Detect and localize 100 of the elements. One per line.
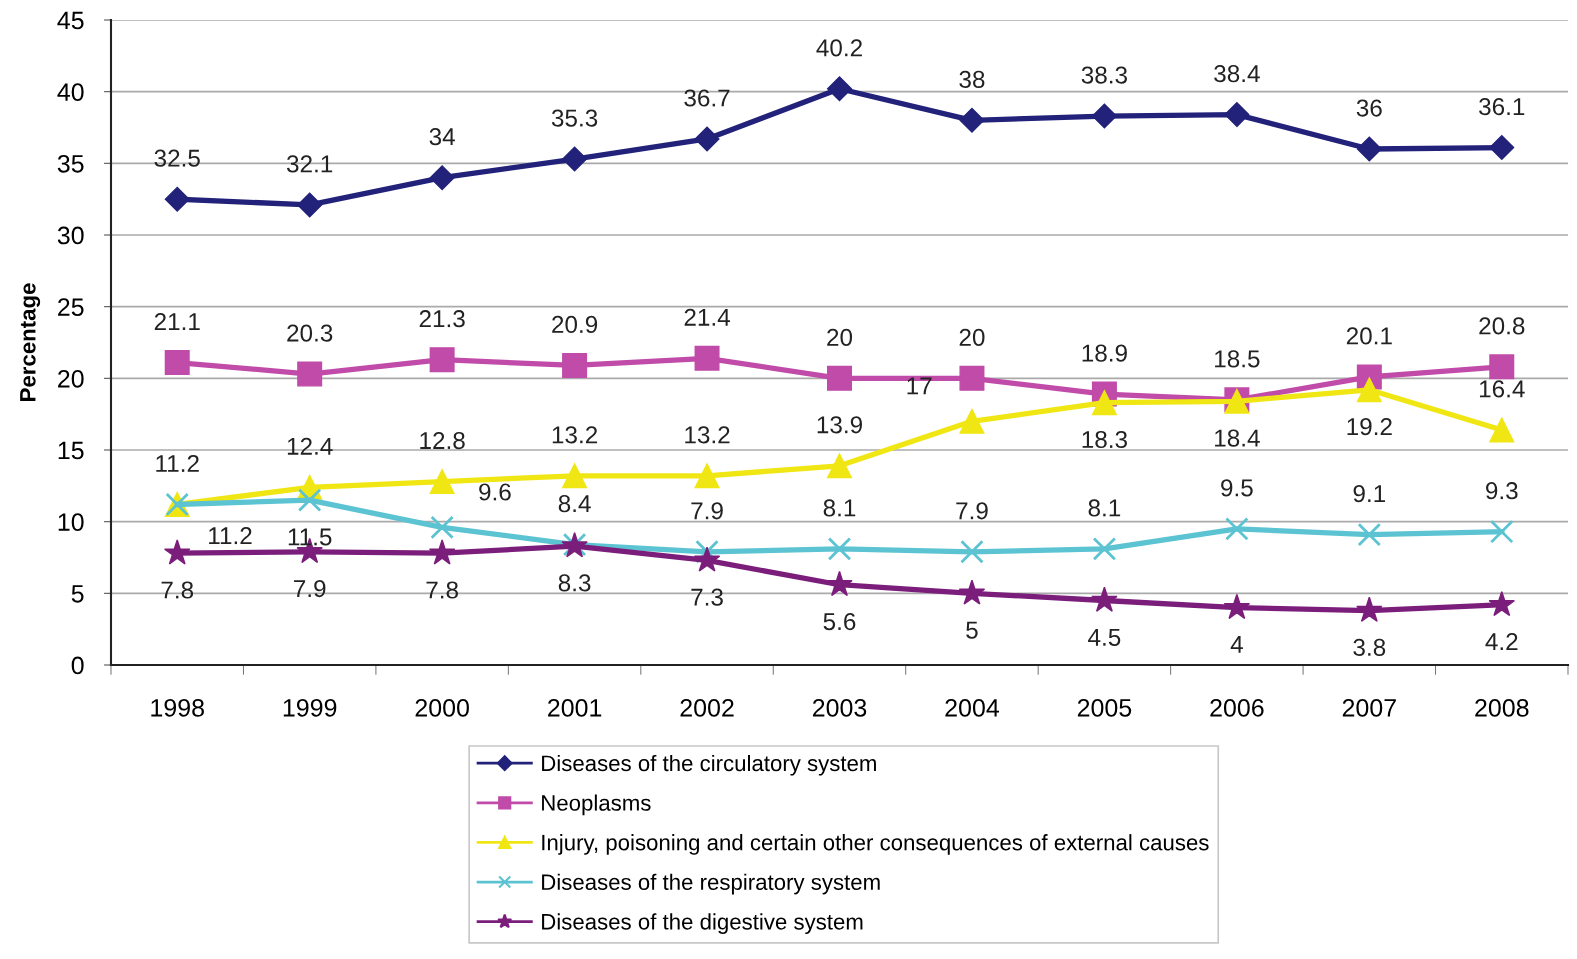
data-label: 9.6	[479, 483, 511, 501]
data-label: 12.4	[287, 437, 333, 455]
data-label: 36.1	[1479, 97, 1525, 116]
point	[826, 365, 853, 391]
point	[960, 539, 984, 564]
data-label: 20	[827, 328, 853, 346]
legend-label: Diseases of the circulatory system	[542, 754, 876, 776]
x-tick-label: 2005	[1077, 698, 1132, 717]
point	[1092, 537, 1117, 561]
point	[827, 537, 852, 561]
data-label: 19.2	[1347, 418, 1392, 436]
x-tick-label: 1999	[283, 698, 337, 717]
point	[958, 579, 986, 605]
point	[693, 546, 721, 572]
point	[297, 192, 323, 218]
point	[826, 453, 853, 479]
point	[694, 345, 720, 371]
point	[297, 488, 322, 512]
point	[164, 186, 190, 212]
data-label: 3.8	[1353, 638, 1386, 656]
point	[1223, 593, 1251, 620]
data-label: 8.1	[1088, 499, 1121, 517]
y-axis-title: Percentage	[20, 283, 41, 401]
data-label: 32.1	[286, 155, 333, 173]
data-label: 18.4	[1215, 429, 1260, 447]
data-label: 11.5	[288, 528, 332, 546]
point	[1225, 517, 1249, 541]
data-label: 7.3	[691, 588, 723, 606]
data-label: 5	[966, 621, 978, 639]
point	[827, 76, 852, 102]
point	[1489, 519, 1514, 544]
x-tick-label: 2003	[812, 698, 867, 717]
x-tick-label: 2007	[1342, 698, 1396, 717]
data-label: 20.8	[1479, 317, 1525, 335]
data-label: 5.6	[823, 612, 856, 631]
point	[297, 361, 323, 387]
point	[429, 165, 455, 191]
data-label: 13.9	[817, 416, 862, 434]
point	[428, 539, 456, 565]
point	[1489, 354, 1515, 380]
legend-label: Injury, poisoning and certain other consequences of external causes	[542, 834, 1209, 855]
data-label: 9.1	[1353, 484, 1386, 503]
data-label: 20.9	[552, 315, 598, 334]
point	[1488, 590, 1516, 617]
data-label: 13.2	[552, 426, 598, 444]
data-label: 34	[429, 128, 455, 146]
point	[430, 515, 454, 540]
point	[1356, 596, 1383, 622]
point	[959, 107, 985, 133]
data-label: 7.9	[294, 579, 326, 598]
x-tick-label: 2000	[415, 698, 469, 717]
point	[959, 365, 985, 391]
point	[562, 146, 588, 172]
point	[1356, 377, 1382, 403]
point	[429, 469, 455, 495]
point	[562, 352, 588, 378]
x-tick-label: 2001	[548, 698, 602, 717]
data-label: 13.2	[685, 426, 730, 444]
point	[1091, 390, 1117, 416]
data-label: 9.5	[1221, 479, 1253, 497]
data-label: 11.2	[209, 527, 252, 545]
point	[1356, 136, 1382, 162]
data-label: 8.1	[823, 499, 856, 517]
x-tick-label: 1998	[151, 698, 204, 717]
y-tick-label: 30	[57, 226, 84, 245]
point	[1489, 135, 1515, 161]
data-label: 16.4	[1479, 380, 1525, 398]
data-label: 7.8	[161, 581, 194, 599]
point	[694, 126, 720, 152]
point	[959, 408, 985, 434]
data-label: 9.3	[1486, 482, 1518, 500]
data-label: 18.5	[1215, 350, 1260, 368]
y-tick-label: 5	[71, 585, 84, 603]
data-label: 38.4	[1214, 65, 1260, 83]
data-label: 4.2	[1485, 633, 1518, 650]
data-label: 36	[1356, 99, 1382, 117]
data-label: 11.2	[156, 454, 199, 472]
point	[1489, 417, 1515, 443]
y-tick-label: 20	[58, 369, 84, 388]
legend-label: Diseases of the digestive system	[542, 913, 863, 935]
y-tick-label: 0	[71, 656, 84, 675]
x-tick-label: 2002	[680, 698, 734, 717]
data-label: 20.3	[287, 324, 333, 342]
data-label: 8.3	[558, 574, 591, 592]
data-label: 32.5	[154, 149, 200, 167]
data-label: 20	[959, 328, 985, 346]
data-label: 36.7	[684, 89, 730, 107]
point	[163, 539, 191, 565]
data-label: 21.4	[684, 308, 730, 326]
x-tick-label: 2006	[1210, 698, 1264, 717]
point	[1091, 586, 1118, 612]
data-label: 18.3	[1082, 430, 1127, 449]
legend-label: Neoplasms	[542, 794, 651, 816]
y-tick-label: 45	[57, 11, 84, 30]
data-label: 18.9	[1082, 344, 1127, 362]
data-label: 12.8	[420, 431, 465, 450]
y-tick-label: 10	[58, 513, 84, 531]
data-label: 35.3	[551, 109, 598, 127]
legend-label: Diseases of the respiratory system	[542, 873, 880, 895]
y-tick-label: 40	[57, 83, 84, 101]
